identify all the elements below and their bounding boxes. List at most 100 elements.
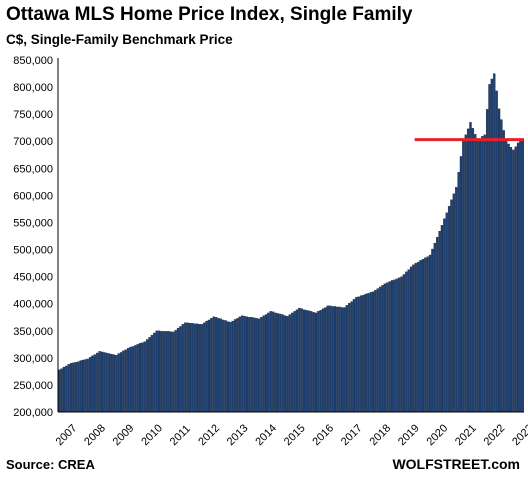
bar xyxy=(485,109,489,413)
bar xyxy=(417,261,420,413)
bar xyxy=(500,119,503,413)
bar xyxy=(312,312,315,413)
bar xyxy=(407,269,410,413)
x-tick-label: 2017 xyxy=(339,422,365,448)
bar xyxy=(200,324,204,413)
bar xyxy=(521,139,524,413)
bar xyxy=(390,280,394,413)
x-tick-label: 2022 xyxy=(482,422,508,448)
bar xyxy=(386,282,389,413)
bar xyxy=(350,301,353,413)
bar xyxy=(198,324,201,413)
bar xyxy=(493,73,496,413)
bar xyxy=(131,346,135,413)
bar xyxy=(176,327,180,413)
bar xyxy=(348,303,351,413)
bar xyxy=(395,278,398,413)
bar xyxy=(445,212,448,413)
chart-subtitle: C$, Single-Family Benchmark Price xyxy=(6,32,233,47)
bar xyxy=(447,206,451,413)
bar xyxy=(426,256,429,413)
bar xyxy=(157,330,161,413)
x-tick-label: 2016 xyxy=(310,422,336,448)
bar xyxy=(443,218,446,413)
bar xyxy=(210,318,213,413)
bar xyxy=(115,355,118,413)
bar xyxy=(160,331,163,413)
bar xyxy=(462,141,465,413)
bar xyxy=(300,308,303,413)
y-tick-label: 350,000 xyxy=(13,326,53,338)
bar xyxy=(433,242,437,413)
x-tick-label: 2007 xyxy=(54,422,80,448)
bar xyxy=(333,306,337,413)
bar xyxy=(91,355,94,413)
x-tick-label: 2009 xyxy=(111,422,137,448)
bar xyxy=(519,139,522,413)
bar xyxy=(283,315,287,413)
bar xyxy=(219,318,223,413)
bar xyxy=(184,322,187,413)
bar xyxy=(243,316,246,413)
chart-title: Ottawa MLS Home Price Index, Single Fami… xyxy=(6,4,413,25)
bar xyxy=(98,351,101,413)
bar xyxy=(264,314,268,413)
y-tick-label: 600,000 xyxy=(13,190,53,202)
bar xyxy=(483,134,486,413)
x-tick-label: 2008 xyxy=(82,422,108,448)
bar xyxy=(459,156,463,413)
y-tick-label: 450,000 xyxy=(13,272,53,284)
bar xyxy=(400,276,403,413)
bar xyxy=(84,359,87,413)
bar xyxy=(74,362,77,413)
bar xyxy=(469,122,472,413)
bar xyxy=(398,277,401,413)
bar xyxy=(302,309,306,413)
bar xyxy=(438,231,441,413)
bar xyxy=(96,352,99,413)
y-tick-label: 750,000 xyxy=(13,109,53,121)
x-tick-label: 2013 xyxy=(225,422,251,448)
y-tick-label: 800,000 xyxy=(13,82,53,94)
bar xyxy=(490,78,494,413)
bar xyxy=(362,294,365,413)
bar xyxy=(134,345,137,413)
bar xyxy=(86,358,89,413)
bar xyxy=(338,306,341,413)
x-tick-label: 2020 xyxy=(425,422,451,448)
y-tick-label: 650,000 xyxy=(13,163,53,175)
bar xyxy=(181,324,184,413)
bar xyxy=(105,352,108,413)
bar xyxy=(229,321,232,413)
bar xyxy=(507,143,510,413)
bar xyxy=(393,279,396,413)
bar xyxy=(367,293,370,413)
bar xyxy=(352,299,356,413)
bar xyxy=(203,322,206,413)
x-tick-label: 2018 xyxy=(367,422,393,448)
bar xyxy=(119,352,123,413)
bar xyxy=(314,312,318,413)
bar xyxy=(231,320,234,413)
bar xyxy=(374,290,377,413)
bar xyxy=(274,312,277,413)
bar xyxy=(222,319,225,413)
bar xyxy=(502,130,505,413)
bar xyxy=(143,341,146,413)
bar xyxy=(329,305,332,413)
bar xyxy=(103,352,106,413)
bar xyxy=(293,311,296,413)
bar xyxy=(250,317,253,413)
bar xyxy=(269,311,272,413)
source-label: Source: CREA xyxy=(6,457,95,472)
bar xyxy=(62,366,66,413)
bar xyxy=(69,363,73,413)
bar xyxy=(272,311,275,413)
bar xyxy=(440,225,444,413)
bar xyxy=(179,326,182,413)
bar xyxy=(241,315,244,413)
bar xyxy=(162,331,165,413)
bar xyxy=(150,334,154,413)
bar xyxy=(345,305,349,413)
bar xyxy=(324,307,327,413)
